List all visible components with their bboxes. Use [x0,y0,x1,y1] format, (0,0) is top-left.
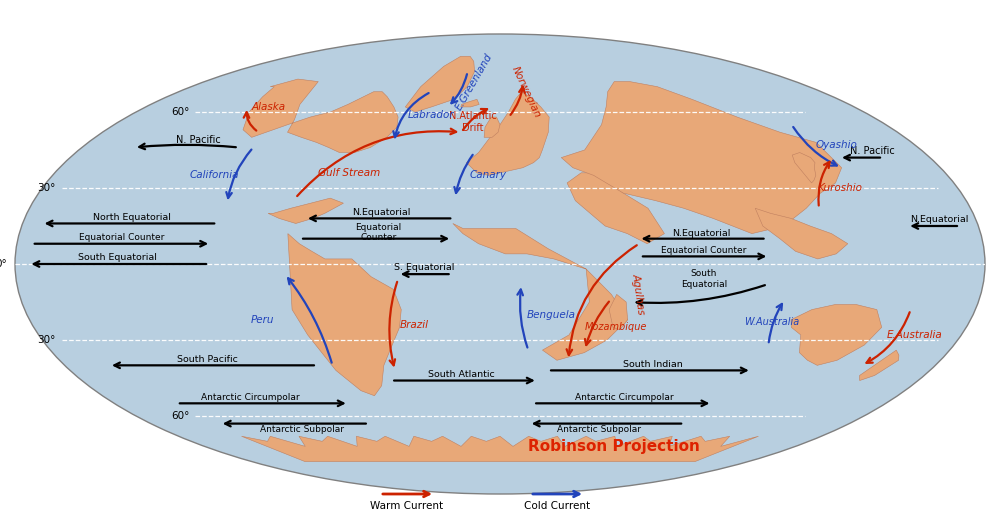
FancyArrowPatch shape [517,290,527,348]
FancyArrowPatch shape [389,282,397,365]
Text: South
Equatorial: South Equatorial [681,269,727,289]
Text: Agulhas: Agulhas [630,273,646,316]
Text: Antarctic Subpolar: Antarctic Subpolar [260,425,344,434]
FancyArrowPatch shape [844,155,880,160]
Text: Antarctic Subpolar: Antarctic Subpolar [557,425,641,434]
FancyArrowPatch shape [793,127,837,165]
Text: Oyashio: Oyashio [816,140,858,150]
Polygon shape [755,208,848,259]
FancyArrowPatch shape [643,254,764,259]
Text: Peru: Peru [251,315,274,325]
Text: Kuroshio: Kuroshio [818,183,863,193]
FancyArrowPatch shape [34,261,206,267]
FancyArrowPatch shape [114,363,314,368]
Text: Equatorial
Counter: Equatorial Counter [355,223,401,242]
Text: Alaska: Alaska [251,102,285,112]
FancyArrowPatch shape [393,93,429,137]
Polygon shape [405,56,475,112]
Text: N.Equatorial: N.Equatorial [910,215,969,224]
Text: Equatorial Counter: Equatorial Counter [661,245,747,255]
Text: South Atlantic: South Atlantic [428,370,495,378]
FancyArrowPatch shape [637,285,765,305]
Polygon shape [268,198,343,223]
Text: 60°: 60° [171,411,189,421]
Text: E.Australia: E.Australia [886,330,942,340]
Polygon shape [466,92,549,175]
Text: North Equatorial: North Equatorial [93,212,171,222]
FancyArrowPatch shape [403,271,449,277]
FancyArrowPatch shape [288,278,332,363]
Polygon shape [484,117,500,137]
Polygon shape [561,81,842,234]
FancyArrowPatch shape [818,162,830,206]
FancyArrowPatch shape [534,421,681,426]
Text: W.Australia: W.Australia [744,317,799,327]
FancyArrowPatch shape [297,128,456,196]
Text: 60°: 60° [171,107,189,117]
Polygon shape [860,350,899,381]
FancyArrowPatch shape [226,150,251,198]
FancyArrowPatch shape [180,400,343,406]
FancyArrowPatch shape [454,155,473,193]
Text: Equatorial Counter: Equatorial Counter [79,233,165,242]
FancyArrowPatch shape [567,245,637,355]
Text: Gulf Stream: Gulf Stream [318,168,380,178]
Text: South Pacific: South Pacific [177,354,238,363]
FancyArrowPatch shape [533,491,579,497]
FancyArrowPatch shape [451,74,467,103]
Polygon shape [792,152,816,183]
Text: Canary: Canary [470,170,507,180]
Text: Antarctic Circumpolar: Antarctic Circumpolar [575,393,674,401]
Text: N. Pacific: N. Pacific [850,146,895,156]
Polygon shape [791,304,882,365]
Polygon shape [243,79,398,152]
FancyArrowPatch shape [303,236,447,242]
FancyArrowPatch shape [394,378,532,383]
FancyArrowPatch shape [769,304,782,342]
Polygon shape [242,436,758,461]
Text: Robinson Projection: Robinson Projection [528,439,700,454]
Text: N.Equatorial: N.Equatorial [353,208,411,217]
FancyArrowPatch shape [383,491,429,497]
FancyArrowPatch shape [139,144,236,149]
FancyArrowPatch shape [867,312,910,363]
Text: Labrador: Labrador [408,110,454,120]
Text: Brazil: Brazil [400,320,429,330]
Text: Warm Current: Warm Current [370,501,444,511]
FancyArrowPatch shape [225,421,366,426]
FancyArrowPatch shape [536,400,707,406]
Text: South Equatorial: South Equatorial [78,253,157,262]
Polygon shape [461,99,479,107]
FancyArrowPatch shape [463,109,487,130]
FancyArrowPatch shape [644,236,764,242]
Polygon shape [453,223,628,360]
FancyArrowPatch shape [913,223,957,229]
Text: Norwegian: Norwegian [510,64,542,119]
Text: N.Equatorial: N.Equatorial [672,229,731,238]
Text: S. Equatorial: S. Equatorial [394,263,455,272]
Text: N.Atlantic
Drift: N.Atlantic Drift [449,111,497,133]
FancyArrowPatch shape [35,241,206,246]
Text: 0°: 0° [0,259,8,269]
FancyArrowPatch shape [510,87,525,115]
FancyArrowPatch shape [551,367,746,373]
Polygon shape [567,173,664,244]
Text: 30°: 30° [37,183,55,193]
Ellipse shape [15,34,985,494]
FancyArrowPatch shape [47,221,214,226]
FancyArrowPatch shape [244,112,256,130]
Polygon shape [609,294,628,330]
Text: E.Greenland: E.Greenland [454,52,494,112]
Text: California: California [190,170,239,180]
Text: Mozambique: Mozambique [584,322,647,333]
Polygon shape [288,234,401,396]
Text: Benguela: Benguela [527,310,576,319]
FancyArrowPatch shape [310,216,450,221]
Text: South Indian: South Indian [623,360,683,369]
Text: N. Pacific: N. Pacific [176,135,220,145]
Text: Cold Current: Cold Current [524,501,590,511]
FancyArrowPatch shape [585,302,609,345]
Text: Antarctic Circumpolar: Antarctic Circumpolar [201,393,300,401]
Text: 30°: 30° [37,335,55,345]
